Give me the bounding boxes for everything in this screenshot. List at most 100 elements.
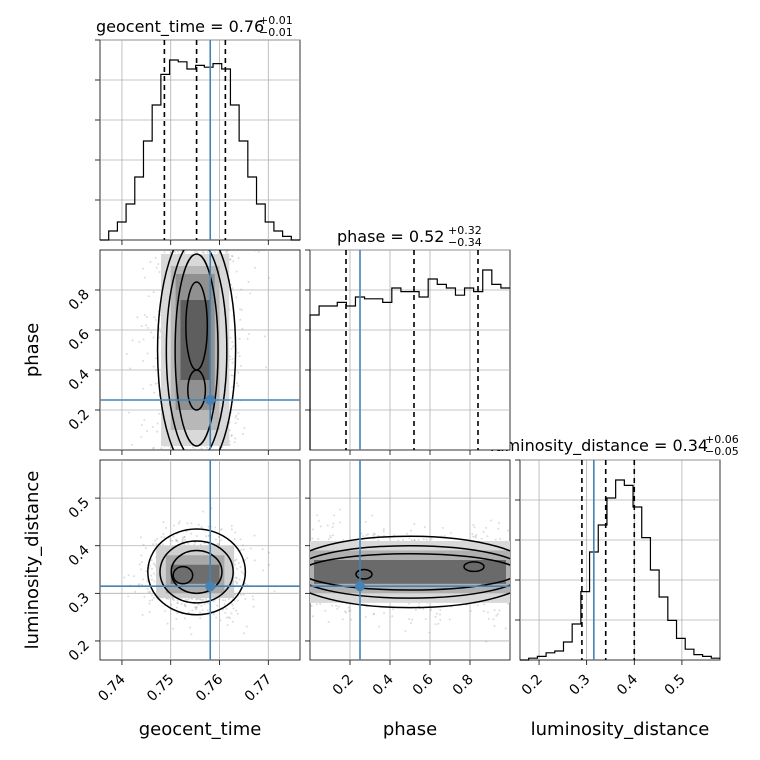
sample-point: [232, 374, 235, 377]
sample-point: [175, 606, 178, 609]
sample-point: [155, 266, 158, 269]
sample-point: [175, 617, 178, 620]
contour-level: [170, 549, 223, 595]
sample-point: [172, 627, 175, 630]
sample-point: [311, 615, 314, 618]
sample-point: [184, 598, 187, 601]
sample-point: [158, 270, 161, 273]
sample-point: [138, 340, 141, 343]
sample-point: [424, 618, 427, 621]
sample-point: [158, 412, 161, 415]
sample-point: [161, 543, 164, 546]
sample-point: [148, 566, 151, 569]
sample-point: [327, 620, 330, 623]
sample-point: [504, 627, 507, 630]
sample-point: [207, 525, 210, 528]
sample-point: [411, 618, 414, 621]
sample-point: [437, 622, 440, 625]
sample-point: [413, 522, 416, 525]
sample-point: [229, 258, 232, 261]
sample-point: [187, 598, 190, 601]
histogram-luminosity-distance: 0.2 0.3 0.4 0.5: [515, 459, 721, 699]
sample-point: [153, 391, 156, 394]
sample-point: [173, 251, 176, 254]
sample-point: [140, 561, 143, 564]
sample-point: [130, 443, 133, 446]
sample-point: [217, 251, 220, 254]
sample-point: [183, 617, 186, 620]
sample-point: [150, 578, 153, 581]
sample-point: [485, 526, 488, 529]
contour-level: [310, 553, 510, 591]
sample-point: [248, 333, 251, 336]
y-tick-label: 0.2: [66, 407, 93, 434]
sample-point: [213, 613, 216, 616]
sample-point: [231, 255, 234, 258]
sample-point: [493, 609, 496, 612]
sample-point: [254, 250, 257, 252]
sample-point: [136, 316, 139, 319]
sample-point: [319, 602, 322, 605]
sample-point: [341, 618, 344, 621]
sample-point: [487, 617, 490, 620]
sample-point: [329, 536, 332, 539]
plot-contents: [100, 460, 300, 660]
sample-point: [145, 430, 148, 433]
sample-point: [145, 570, 148, 573]
sample-point: [265, 366, 268, 369]
sample-point: [232, 260, 235, 263]
sample-point: [153, 316, 156, 319]
sample-point: [227, 598, 230, 601]
sample-point: [492, 618, 495, 621]
sample-point: [329, 534, 332, 537]
sample-point: [148, 599, 151, 602]
sample-point: [206, 446, 209, 449]
sample-point: [235, 558, 238, 561]
sample-point: [240, 309, 243, 312]
truth-point: [205, 395, 216, 405]
sample-point: [230, 434, 233, 437]
sample-point: [212, 600, 215, 603]
sample-point: [193, 543, 196, 546]
sample-point: [133, 575, 136, 578]
sample-point: [200, 526, 203, 529]
sample-point: [131, 339, 134, 342]
sample-point: [146, 326, 149, 329]
sample-point: [230, 525, 233, 528]
sample-point: [164, 610, 167, 613]
sample-point: [173, 524, 176, 527]
sample-point: [158, 327, 161, 330]
sample-point: [241, 327, 244, 330]
sample-point: [231, 620, 234, 623]
sample-point: [267, 551, 270, 554]
sample-point: [236, 599, 239, 602]
sample-point: [155, 543, 158, 546]
sample-point: [236, 418, 239, 421]
sample-point: [232, 607, 235, 610]
sample-point: [221, 599, 224, 602]
title-geocent-time-plus: +0.01: [259, 14, 293, 27]
sample-point: [360, 532, 363, 535]
sample-point: [239, 308, 242, 311]
sample-point: [349, 609, 352, 612]
sample-point: [493, 625, 496, 628]
sample-point: [152, 562, 155, 565]
sample-point: [471, 533, 474, 536]
sample-point: [495, 614, 498, 617]
sample-point: [140, 436, 143, 439]
sample-point: [237, 351, 240, 354]
sample-point: [163, 251, 166, 254]
sample-point: [498, 609, 501, 612]
sample-point: [234, 559, 237, 562]
sample-point: [152, 446, 155, 449]
sample-point: [165, 526, 168, 529]
sample-point: [232, 345, 235, 348]
sample-point: [195, 605, 198, 608]
sample-point: [443, 535, 446, 538]
sample-point: [217, 543, 220, 546]
plot-area: [99, 39, 301, 241]
sample-point: [127, 574, 130, 577]
histogram-step: [309, 269, 510, 450]
density-block: [180, 300, 210, 380]
sample-point: [472, 523, 475, 526]
